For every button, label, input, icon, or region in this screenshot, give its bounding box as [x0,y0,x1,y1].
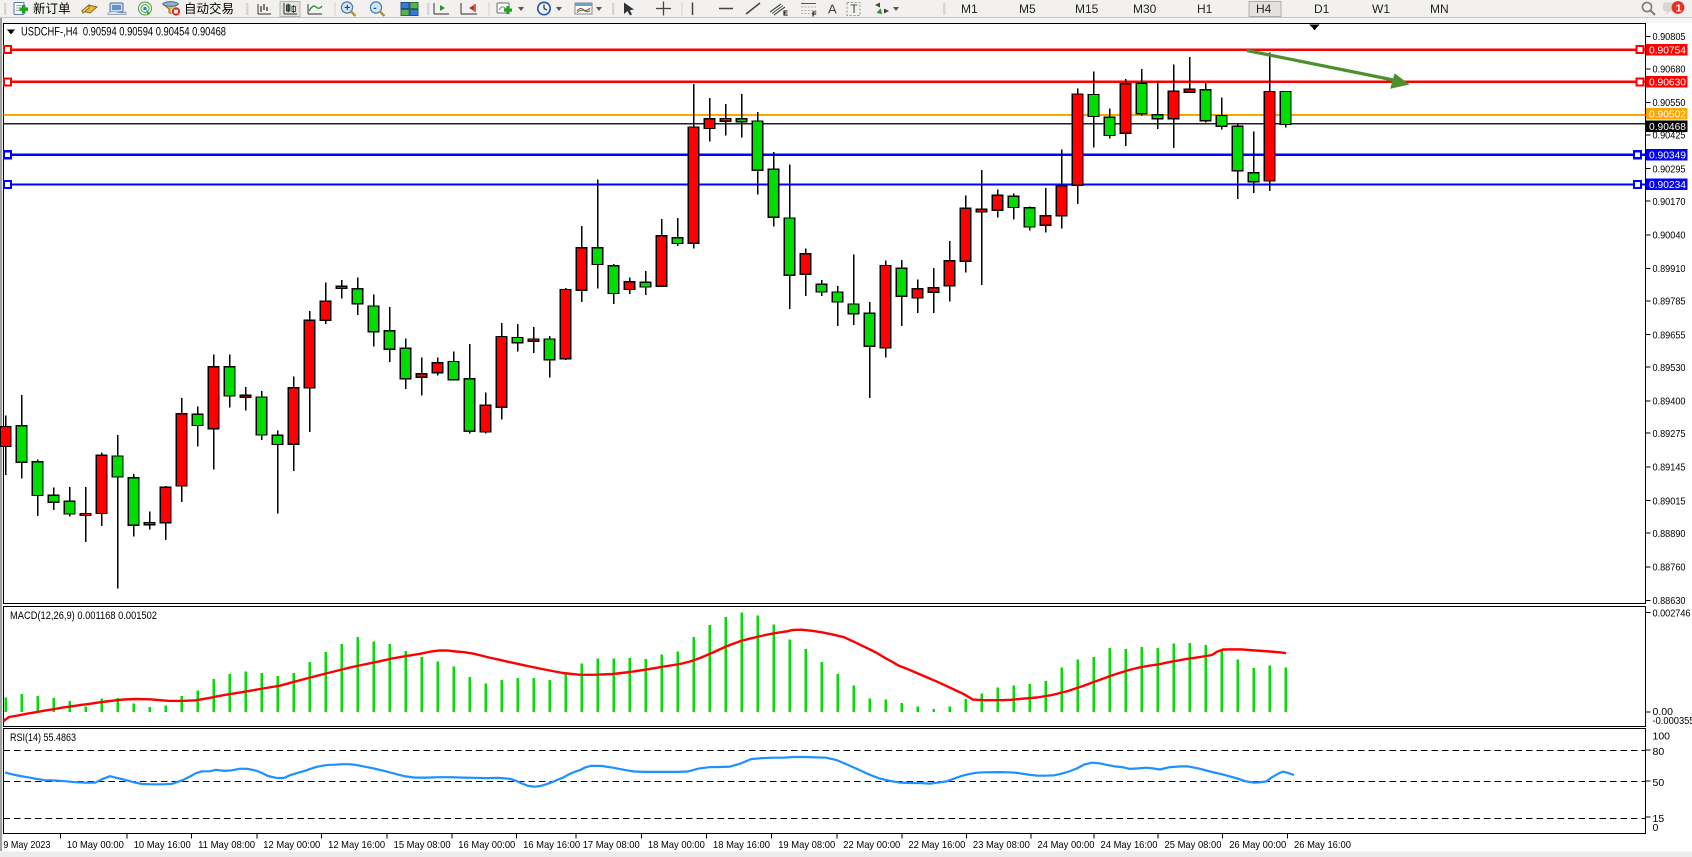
svg-text:+: + [344,2,350,14]
svg-text:0.90468: 0.90468 [1649,121,1686,133]
svg-text:16 May 16:00: 16 May 16:00 [523,839,580,851]
svg-text:100: 100 [1653,731,1671,743]
svg-text:18 May 00:00: 18 May 00:00 [648,839,705,851]
svg-text:22 May 00:00: 22 May 00:00 [843,839,900,851]
svg-text:T: T [851,4,858,16]
svg-text:USDCHF-,H4 0.90594 0.90594 0.: USDCHF-,H4 0.90594 0.90594 0.90454 0.904… [21,27,226,39]
svg-text:12 May 00:00: 12 May 00:00 [263,839,320,851]
svg-text:0: 0 [1653,822,1659,834]
svg-text:11 May 08:00: 11 May 08:00 [198,839,255,851]
svg-text:MACD(12,26,9) 0.001168 0.00150: MACD(12,26,9) 0.001168 0.001502 [10,610,157,622]
svg-text:25 May 08:00: 25 May 08:00 [1165,839,1222,851]
svg-text:0.90040: 0.90040 [1653,230,1686,242]
svg-text:0.89530: 0.89530 [1653,362,1686,374]
svg-text:MN: MN [1430,2,1449,16]
svg-text:0.90550: 0.90550 [1653,97,1686,109]
svg-text:0.89655: 0.89655 [1653,329,1686,341]
svg-text:18 May 16:00: 18 May 16:00 [713,839,770,851]
svg-text:F: F [812,10,817,19]
svg-text:A: A [828,2,837,17]
svg-text:0.89015: 0.89015 [1653,495,1686,507]
svg-text:0.90295: 0.90295 [1653,163,1686,175]
svg-text:0.88630: 0.88630 [1653,595,1686,607]
svg-text:W1: W1 [1372,2,1390,16]
svg-text:0.89275: 0.89275 [1653,428,1686,440]
svg-text:0.88890: 0.88890 [1653,528,1686,540]
svg-text:M1: M1 [961,2,978,16]
svg-text:M30: M30 [1133,2,1157,16]
svg-text:E: E [783,9,788,18]
svg-text:H1: H1 [1197,2,1213,16]
svg-text:26 May 16:00: 26 May 16:00 [1294,839,1351,851]
svg-text:D1: D1 [1314,2,1330,16]
svg-text:23 May 08:00: 23 May 08:00 [973,839,1030,851]
svg-text:H4: H4 [1256,2,1272,16]
svg-text:0.90630: 0.90630 [1649,77,1686,89]
svg-text:RSI(14) 55.4863: RSI(14) 55.4863 [10,732,76,744]
svg-text:9 May 2023: 9 May 2023 [3,839,50,851]
svg-text:12 May 16:00: 12 May 16:00 [328,839,385,851]
svg-text:0.89910: 0.89910 [1653,263,1686,275]
svg-text:-0.000355: -0.000355 [1653,715,1692,727]
svg-text:80: 80 [1653,746,1665,758]
svg-text:0.00: 0.00 [1653,706,1674,718]
svg-text:0.90805: 0.90805 [1653,31,1686,43]
svg-text:22 May 16:00: 22 May 16:00 [908,839,965,851]
svg-text:0.89785: 0.89785 [1653,296,1686,308]
svg-text:15 May 08:00: 15 May 08:00 [394,839,451,851]
svg-text:M5: M5 [1019,2,1036,16]
svg-text:10 May 16:00: 10 May 16:00 [134,839,191,851]
svg-text:0.90754: 0.90754 [1649,44,1686,56]
svg-text:17 May 08:00: 17 May 08:00 [583,839,640,851]
svg-text:0.90170: 0.90170 [1653,196,1686,208]
svg-text:0.90680: 0.90680 [1653,64,1686,76]
svg-text:0.89145: 0.89145 [1653,462,1686,474]
svg-text:0.88760: 0.88760 [1653,562,1686,574]
svg-text:24 May 16:00: 24 May 16:00 [1101,839,1158,851]
svg-text:自动交易: 自动交易 [184,1,234,16]
svg-text:16 May 00:00: 16 May 00:00 [458,839,515,851]
svg-text:0.89400: 0.89400 [1653,396,1686,408]
svg-text:0.002746: 0.002746 [1653,607,1691,619]
svg-text:15: 15 [1653,813,1665,825]
svg-text:50: 50 [1653,777,1665,789]
svg-text:0.90234: 0.90234 [1649,179,1686,191]
svg-text:24 May 00:00: 24 May 00:00 [1038,839,1095,851]
svg-text:26 May 00:00: 26 May 00:00 [1229,839,1286,851]
svg-text:10 May 00:00: 10 May 00:00 [67,839,124,851]
svg-text:M15: M15 [1075,2,1099,16]
svg-text:0.90349: 0.90349 [1649,149,1686,161]
svg-text:19 May 08:00: 19 May 08:00 [778,839,835,851]
svg-text:1: 1 [1676,3,1682,15]
svg-text:新订单: 新订单 [33,1,71,16]
svg-text:0.90502: 0.90502 [1649,109,1686,121]
svg-text:0.90425: 0.90425 [1653,130,1686,142]
svg-text:-: - [373,2,377,14]
